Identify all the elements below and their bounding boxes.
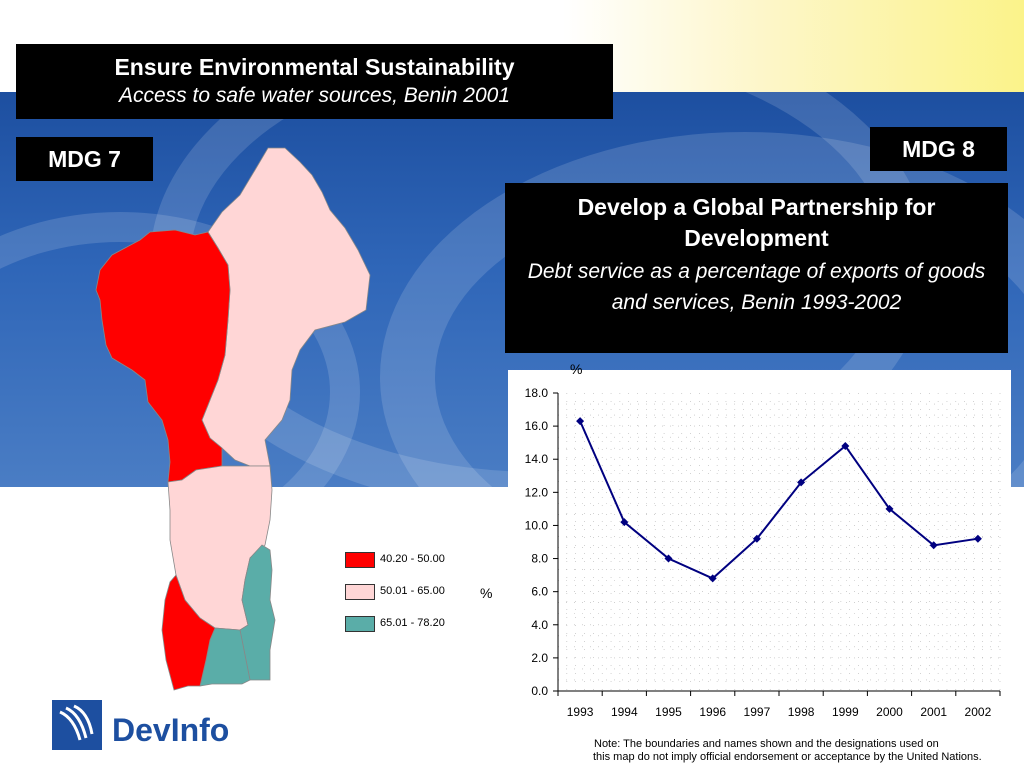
data-point bbox=[664, 554, 673, 563]
y-tick-label: 18.0 bbox=[525, 386, 549, 400]
y-tick-label: 10.0 bbox=[525, 518, 549, 532]
x-tick-label: 1997 bbox=[744, 705, 771, 719]
y-tick-label: 2.0 bbox=[531, 651, 548, 665]
x-tick-label: 1996 bbox=[699, 705, 726, 719]
legend-unit: % bbox=[480, 585, 493, 601]
y-tick-label: 8.0 bbox=[531, 552, 548, 566]
disclaimer-note: Note: The boundaries and names shown and… bbox=[593, 738, 982, 764]
x-tick-label: 1999 bbox=[832, 705, 859, 719]
data-point bbox=[752, 534, 761, 543]
x-tick-label: 1995 bbox=[655, 705, 682, 719]
data-point bbox=[708, 574, 717, 583]
data-point bbox=[576, 417, 585, 426]
data-point bbox=[797, 478, 806, 487]
y-tick-label: 12.0 bbox=[525, 485, 549, 499]
mdg7-title: Ensure Environmental Sustainability bbox=[114, 54, 515, 80]
map-region-south-west bbox=[161, 574, 216, 691]
legend-swatch-2 bbox=[345, 584, 375, 600]
note-line-2: this map do not imply official endorseme… bbox=[593, 751, 982, 763]
y-tick-label: 4.0 bbox=[531, 618, 548, 632]
devinfo-logo-icon bbox=[52, 700, 102, 750]
x-tick-label: 2000 bbox=[876, 705, 903, 719]
legend-swatch-1 bbox=[345, 552, 375, 568]
mdg7-subtitle: Access to safe water sources, Benin 2001 bbox=[118, 84, 511, 107]
legend-label-3: 65.01 - 78.20 bbox=[380, 617, 445, 629]
data-point bbox=[973, 534, 982, 543]
map-region-south-east bbox=[239, 544, 276, 681]
x-tick-label: 2002 bbox=[965, 705, 992, 719]
data-point bbox=[885, 504, 894, 513]
y-tick-label: 14.0 bbox=[525, 452, 549, 466]
legend-label-2: 50.01 - 65.00 bbox=[380, 585, 445, 597]
chart-panel bbox=[508, 370, 1011, 730]
y-tick-label: 16.0 bbox=[525, 419, 549, 433]
data-point bbox=[620, 518, 629, 527]
chart-ylabel: % bbox=[570, 361, 583, 377]
legend-label-1: 40.20 - 50.00 bbox=[380, 553, 445, 565]
y-tick-label: 0.0 bbox=[531, 684, 548, 698]
mdg7-tag: MDG 7 bbox=[16, 137, 153, 181]
devinfo-logo-text: DevInfo bbox=[112, 712, 230, 748]
x-tick-label: 2001 bbox=[920, 705, 947, 719]
mdg8-subtitle: Debt service as a percentage of exports … bbox=[527, 260, 986, 314]
data-point bbox=[841, 441, 850, 450]
x-tick-label: 1998 bbox=[788, 705, 815, 719]
legend-swatch-3 bbox=[345, 616, 375, 632]
series-line bbox=[579, 420, 979, 580]
mdg8-title: Develop a Global Partnership for Develop… bbox=[577, 194, 936, 251]
mdg8-title-box: Develop a Global Partnership for Develop… bbox=[505, 183, 1008, 353]
data-point bbox=[929, 541, 938, 550]
mdg7-title-box: Ensure Environmental Sustainability Acce… bbox=[16, 44, 613, 119]
x-tick-label: 1994 bbox=[611, 705, 638, 719]
x-tick-label: 1993 bbox=[567, 705, 594, 719]
note-line-1: Note: The boundaries and names shown and… bbox=[594, 738, 939, 750]
y-tick-label: 6.0 bbox=[531, 585, 548, 599]
mdg8-tag: MDG 8 bbox=[870, 127, 1007, 171]
